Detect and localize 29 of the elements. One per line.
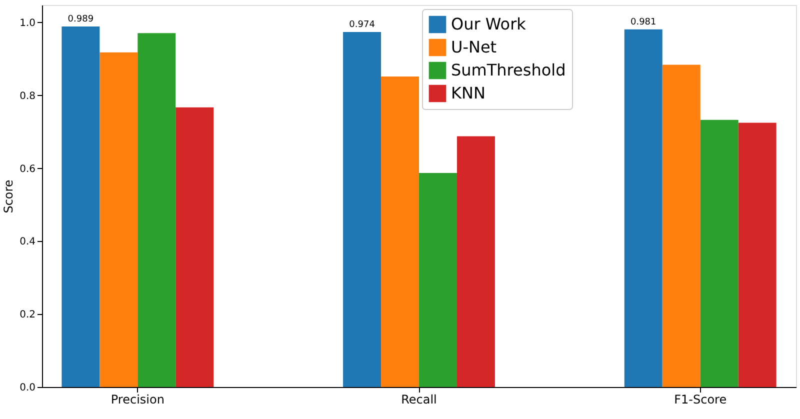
y-axis-title: Score [2,180,16,214]
x-tick-label: Recall [401,392,437,406]
y-tick-label: 0.4 [20,236,36,248]
bar [176,107,214,387]
bar [662,64,700,387]
bar [138,33,176,387]
data-label: 0.989 [68,14,94,25]
bar [343,32,382,387]
bar [456,136,495,387]
x-tick-label: F1-Score [674,392,727,406]
legend-label: U-Net [451,38,497,56]
x-tick-label: Precision [110,392,164,406]
y-tick-label: 0.0 [20,382,36,394]
bar [738,122,776,387]
bar [100,52,138,387]
bar [62,26,100,387]
y-tick-label: 0.2 [20,310,36,321]
y-tick-label: 0.6 [20,164,36,175]
data-label: 0.981 [630,17,656,28]
bar [419,173,457,387]
y-tick-label: 1.0 [20,18,36,29]
bar [381,76,419,387]
bar [624,29,662,387]
y-tick-label: 0.8 [20,90,36,102]
legend-label: KNN [451,84,486,102]
bar [700,120,738,387]
legend-label: Our Work [451,14,527,34]
data-label: 0.974 [349,20,376,30]
legend-label: SumThreshold [451,60,566,80]
